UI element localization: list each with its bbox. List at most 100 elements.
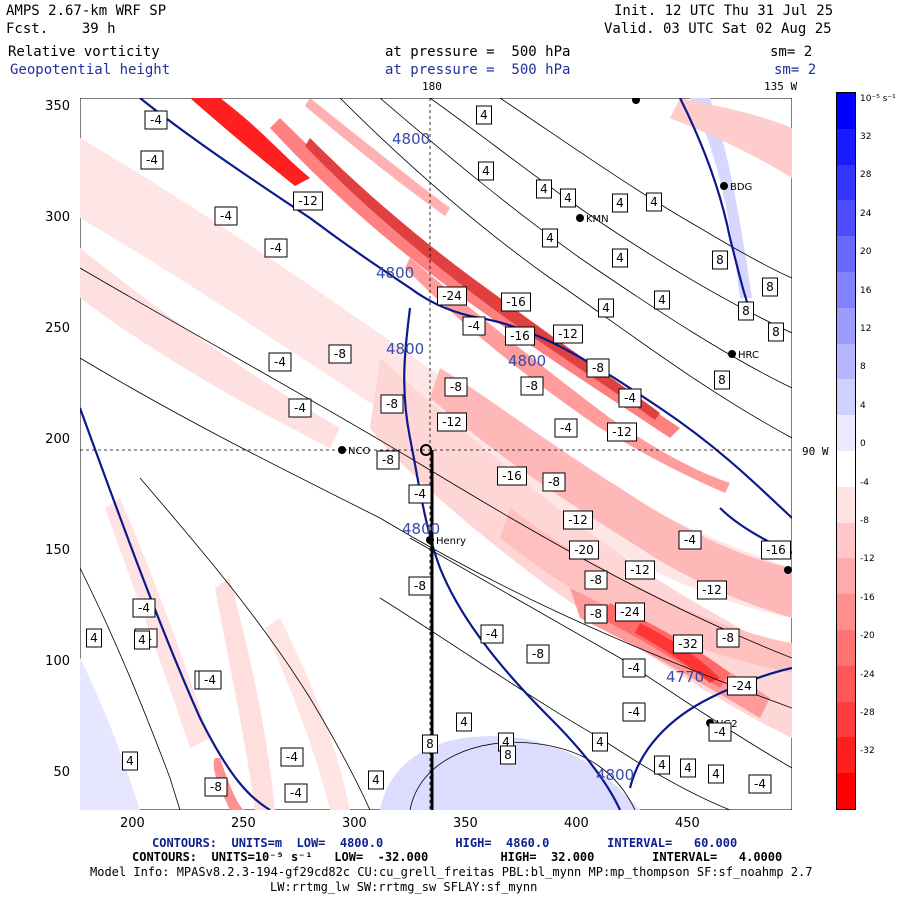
label-text: -4: [628, 661, 640, 675]
label-text: -12: [298, 194, 318, 208]
vorticity-value-label: 4: [680, 758, 696, 778]
label-box: [497, 466, 527, 486]
label-text: -4: [414, 487, 426, 501]
colorbar-tick: -16: [860, 592, 875, 603]
label-box: [618, 388, 642, 408]
label-text: -4: [220, 209, 232, 223]
vorticity-value-label: -4: [198, 670, 222, 690]
label-box: [376, 450, 400, 470]
colorbar-swatch: [837, 773, 855, 809]
colorbar-swatch: [837, 665, 855, 702]
vorticity-value-label: 4: [654, 290, 670, 310]
colorbar-tick: 16: [860, 285, 872, 296]
vorticity-value-label: -12: [625, 560, 655, 580]
label-text: -8: [414, 579, 426, 593]
label-text: -12: [568, 513, 588, 527]
vorticity-contour-line: [339, 98, 792, 439]
height-contour-line: [628, 666, 792, 789]
field2-name: Geopotential height: [10, 62, 171, 78]
label-box: [214, 206, 238, 226]
label-text: 4: [90, 631, 98, 645]
label-text: -4: [274, 355, 286, 369]
vorticity-value-label: -8: [376, 450, 400, 470]
label-box: [768, 322, 784, 342]
vorticity-value-label: -32: [673, 634, 703, 654]
vorticity-value-label: -8: [542, 472, 566, 492]
label-box: [569, 540, 599, 560]
negative-vorticity-area: [670, 98, 792, 178]
vorticity-value-label: -8: [520, 376, 544, 396]
vorticity-value-label: -12: [553, 324, 583, 344]
colorbar-tick: -28: [860, 708, 875, 718]
label-text: -4: [714, 725, 726, 739]
vorticity-value-label: -4: [284, 783, 308, 803]
label-text: 4: [460, 715, 468, 729]
label-text: 8: [772, 325, 780, 339]
label-text: -4: [286, 750, 298, 764]
vorticity-contour-line: [379, 597, 731, 810]
label-box: [654, 290, 670, 310]
vorticity-value-label: -12: [293, 191, 323, 211]
label-text: -8: [386, 397, 398, 411]
label-text: -4: [628, 705, 640, 719]
label-box: [408, 576, 432, 596]
label-box: [288, 398, 312, 418]
vorticity-value-label: 4: [456, 712, 472, 732]
vorticity-value-label: -4: [622, 702, 646, 722]
label-box: [584, 570, 608, 590]
label-box: [678, 530, 702, 550]
station-marker: [784, 566, 792, 574]
colorbar-tick: -24: [860, 669, 875, 680]
y-tick: 100: [45, 654, 70, 669]
label-box: [622, 702, 646, 722]
vorticity-value-label: 8: [422, 734, 438, 754]
vorticity-value-label: 4: [476, 105, 492, 125]
colorbar-tick: 0: [860, 439, 866, 450]
x-tick: 200: [120, 816, 145, 831]
colorbar-swatch: [837, 737, 855, 774]
vorticity-value-label: -4: [144, 110, 168, 130]
label-text: -24: [620, 605, 640, 619]
negative-vorticity-area: [190, 98, 310, 186]
label-box: [536, 179, 552, 199]
vorticity-value-label: -4: [268, 352, 292, 372]
label-text: -8: [532, 647, 544, 661]
vorticity-value-label: -8: [204, 777, 228, 797]
label-text: -16: [502, 469, 522, 483]
label-box: [612, 248, 628, 268]
colorbar-tick: 20: [860, 247, 872, 258]
label-text: 4: [540, 182, 548, 196]
label-box: [480, 624, 504, 644]
vorticity-value-label: -8: [380, 394, 404, 414]
vorticity-contour-line: [499, 98, 792, 279]
label-box: [607, 422, 637, 442]
label-box: [134, 630, 150, 650]
y-tick: 50: [53, 765, 70, 780]
vorticity-value-label: -12: [607, 422, 637, 442]
label-box: [444, 377, 468, 397]
label-text: -12: [558, 327, 578, 341]
label-box: [712, 250, 728, 270]
colorbar-unit: 10⁻⁵ s⁻¹: [860, 94, 896, 104]
vorticity-value-label: -4: [708, 722, 732, 742]
vorticity-contour-line: [80, 357, 792, 709]
label-text: -4: [204, 673, 216, 687]
label-text: -8: [548, 475, 560, 489]
height-contour-label: 4800: [392, 130, 430, 148]
label-text: -12: [702, 583, 722, 597]
label-box: [198, 670, 222, 690]
label-text: 4: [502, 735, 510, 749]
label-box: [526, 644, 550, 664]
vorticity-value-label: -12: [563, 510, 593, 530]
colorbar-swatch: [837, 629, 855, 666]
station-marker: [632, 96, 640, 104]
vorticity-map: NCO Henry HRC BDG KMN HG2 4800 4800 4800…: [79, 96, 793, 811]
label-box: [563, 510, 593, 530]
x-tick: 450: [675, 816, 700, 831]
height-contour-label: 4800: [376, 264, 414, 282]
label-text: 4: [658, 758, 666, 772]
label-box: [501, 292, 531, 312]
label-box: [204, 777, 228, 797]
negative-vorticity-area: [405, 258, 730, 493]
negative-vorticity-area: [80, 248, 340, 448]
